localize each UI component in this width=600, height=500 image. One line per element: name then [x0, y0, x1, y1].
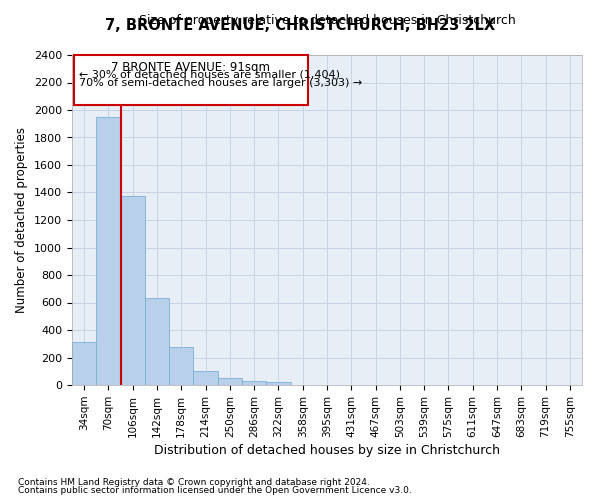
- Bar: [266, 382, 290, 385]
- Bar: [145, 298, 169, 385]
- Text: 7 BRONTE AVENUE: 91sqm: 7 BRONTE AVENUE: 91sqm: [112, 61, 271, 74]
- Bar: [96, 117, 121, 385]
- Bar: [121, 196, 145, 385]
- Text: 70% of semi-detached houses are larger (3,303) →: 70% of semi-detached houses are larger (…: [79, 78, 362, 88]
- FancyBboxPatch shape: [74, 55, 308, 104]
- Bar: [218, 378, 242, 385]
- Text: ← 30% of detached houses are smaller (1,404): ← 30% of detached houses are smaller (1,…: [79, 70, 340, 80]
- Bar: [193, 371, 218, 385]
- X-axis label: Distribution of detached houses by size in Christchurch: Distribution of detached houses by size …: [154, 444, 500, 457]
- Text: Contains HM Land Registry data © Crown copyright and database right 2024.: Contains HM Land Registry data © Crown c…: [18, 478, 370, 487]
- Bar: [72, 342, 96, 385]
- Y-axis label: Number of detached properties: Number of detached properties: [16, 127, 28, 313]
- Bar: [169, 347, 193, 385]
- Title: Size of property relative to detached houses in Christchurch: Size of property relative to detached ho…: [139, 14, 515, 28]
- Bar: [242, 380, 266, 385]
- Text: Contains public sector information licensed under the Open Government Licence v3: Contains public sector information licen…: [18, 486, 412, 495]
- Text: 7, BRONTE AVENUE, CHRISTCHURCH, BH23 2LX: 7, BRONTE AVENUE, CHRISTCHURCH, BH23 2LX: [105, 18, 495, 32]
